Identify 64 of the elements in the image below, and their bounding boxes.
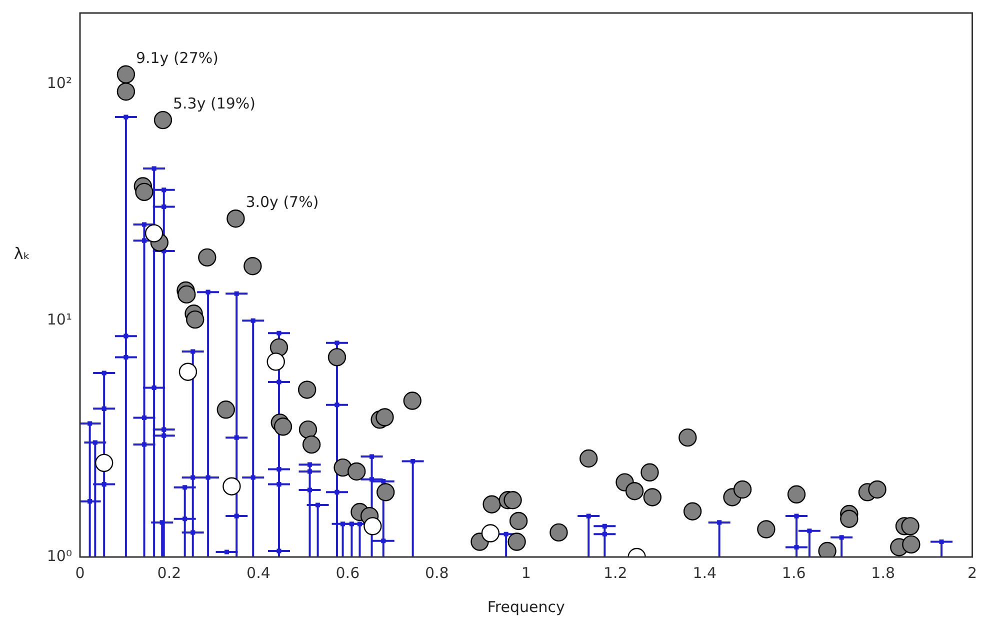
point [244, 257, 262, 276]
point [364, 517, 382, 536]
point [481, 524, 500, 542]
point [226, 210, 245, 228]
point [550, 523, 568, 542]
point [580, 449, 598, 468]
point [266, 352, 285, 371]
y-tick-label: 10⁰ [46, 546, 72, 565]
point [270, 338, 288, 357]
x-tick-label: 1.6 [782, 564, 806, 582]
x-tick-label: 1.8 [871, 564, 895, 582]
annotation: 3.0y (7%) [246, 192, 319, 211]
point [508, 532, 526, 551]
point [403, 392, 422, 410]
y-tick-label: 10¹ [46, 310, 72, 328]
x-tick-label: 0 [75, 564, 85, 582]
x-tick-label: 2 [968, 564, 978, 582]
point [274, 418, 292, 436]
point [328, 348, 346, 366]
point [116, 65, 136, 84]
point [135, 182, 154, 202]
x-tick-label: 0.8 [424, 564, 449, 582]
point [757, 520, 776, 538]
point [482, 495, 501, 514]
point [348, 462, 366, 481]
point [678, 428, 697, 447]
point [902, 535, 920, 554]
point [298, 380, 316, 399]
y-tick-label: 10² [46, 74, 72, 92]
x-tick-label: 0.4 [246, 564, 270, 582]
point [376, 408, 394, 426]
point [144, 224, 164, 242]
x-tick-label: 0.6 [336, 564, 360, 582]
point [840, 510, 858, 528]
point [640, 463, 659, 482]
annotation: 5.3y (19%) [172, 94, 256, 112]
point [178, 285, 196, 304]
point [116, 82, 136, 101]
point [683, 502, 702, 520]
x-tick-label: 1 [521, 564, 531, 582]
point [504, 491, 522, 510]
point [298, 420, 318, 439]
point [186, 310, 204, 329]
point [94, 454, 114, 472]
point [733, 480, 752, 499]
annotation: 9.1y (27%) [136, 48, 218, 67]
point [154, 110, 172, 130]
point [222, 477, 241, 496]
point [901, 517, 920, 536]
point [787, 485, 806, 504]
point [868, 480, 886, 499]
point [643, 488, 662, 506]
y-axis-title: λₖ [14, 244, 30, 264]
point [509, 512, 528, 530]
point [216, 400, 235, 419]
x-axis-title: Frequency [487, 598, 566, 616]
point [178, 362, 198, 381]
point [625, 482, 644, 500]
x-tick-label: 1.4 [692, 564, 717, 582]
point [302, 435, 321, 454]
point [376, 483, 395, 502]
point [198, 248, 216, 267]
x-tick-label: 0.2 [157, 564, 182, 582]
x-tick-label: 1.2 [603, 564, 628, 582]
